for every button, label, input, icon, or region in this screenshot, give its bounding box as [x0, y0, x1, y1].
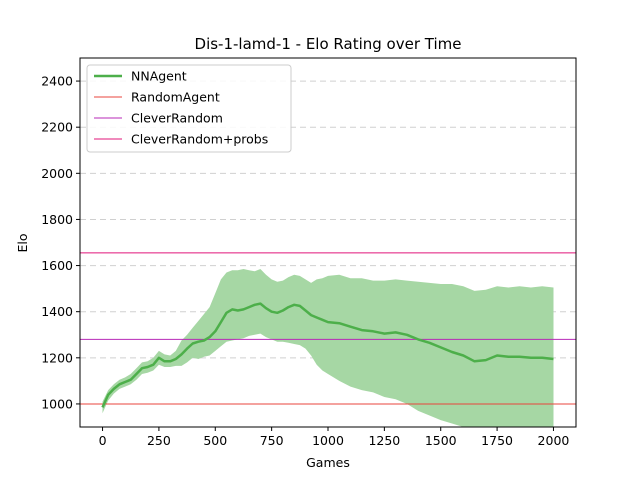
y-tick-label: 1000	[41, 396, 73, 411]
legend-box	[86, 64, 292, 153]
x-tick-label: 2000	[538, 433, 570, 448]
x-tick-label: 1750	[481, 433, 513, 448]
x-tick-label: 500	[203, 433, 227, 448]
legend-label-randomagent: RandomAgent	[131, 90, 220, 105]
legend-label-nnagent: NNAgent	[131, 69, 187, 84]
x-tick-label: 750	[260, 433, 284, 448]
nnagent-confidence-band	[102, 269, 554, 427]
x-tick-label: 1250	[368, 433, 400, 448]
y-tick-label: 2000	[41, 166, 73, 181]
x-tick-label: 0	[99, 433, 107, 448]
y-tick-label: 1800	[41, 212, 73, 227]
nnagent-line	[101, 302, 554, 408]
x-tick-label: 1500	[425, 433, 457, 448]
legend-label-cleverrandom-probs: CleverRandom+probs	[131, 132, 268, 147]
y-tick-label: 1400	[41, 304, 73, 319]
confidence-bands	[102, 269, 554, 427]
legend: NNAgent RandomAgent CleverRandom CleverRand…	[86, 64, 292, 153]
x-axis-title: Games	[306, 455, 350, 470]
legend-label-cleverrandom: CleverRandom	[131, 111, 223, 126]
y-tick-label: 1200	[41, 350, 73, 365]
y-axis-title: Elo	[15, 233, 30, 252]
y-axis-ticks: 1000 1200 1400 1600 1800 2000 2200 2400	[41, 74, 80, 411]
y-tick-label: 2200	[41, 120, 73, 135]
x-tick-label: 1000	[312, 433, 344, 448]
x-axis-ticks: 0 250 500 750 1000 1250 1500 1750 2000	[99, 427, 570, 448]
x-tick-label: 250	[147, 433, 171, 448]
y-tick-label: 1600	[41, 258, 73, 273]
y-tick-label: 2400	[41, 74, 73, 89]
chart-title: Dis-1-lamd-1 - Elo Rating over Time	[195, 35, 462, 53]
reference-lines	[80, 252, 576, 405]
series-lines	[101, 302, 554, 408]
